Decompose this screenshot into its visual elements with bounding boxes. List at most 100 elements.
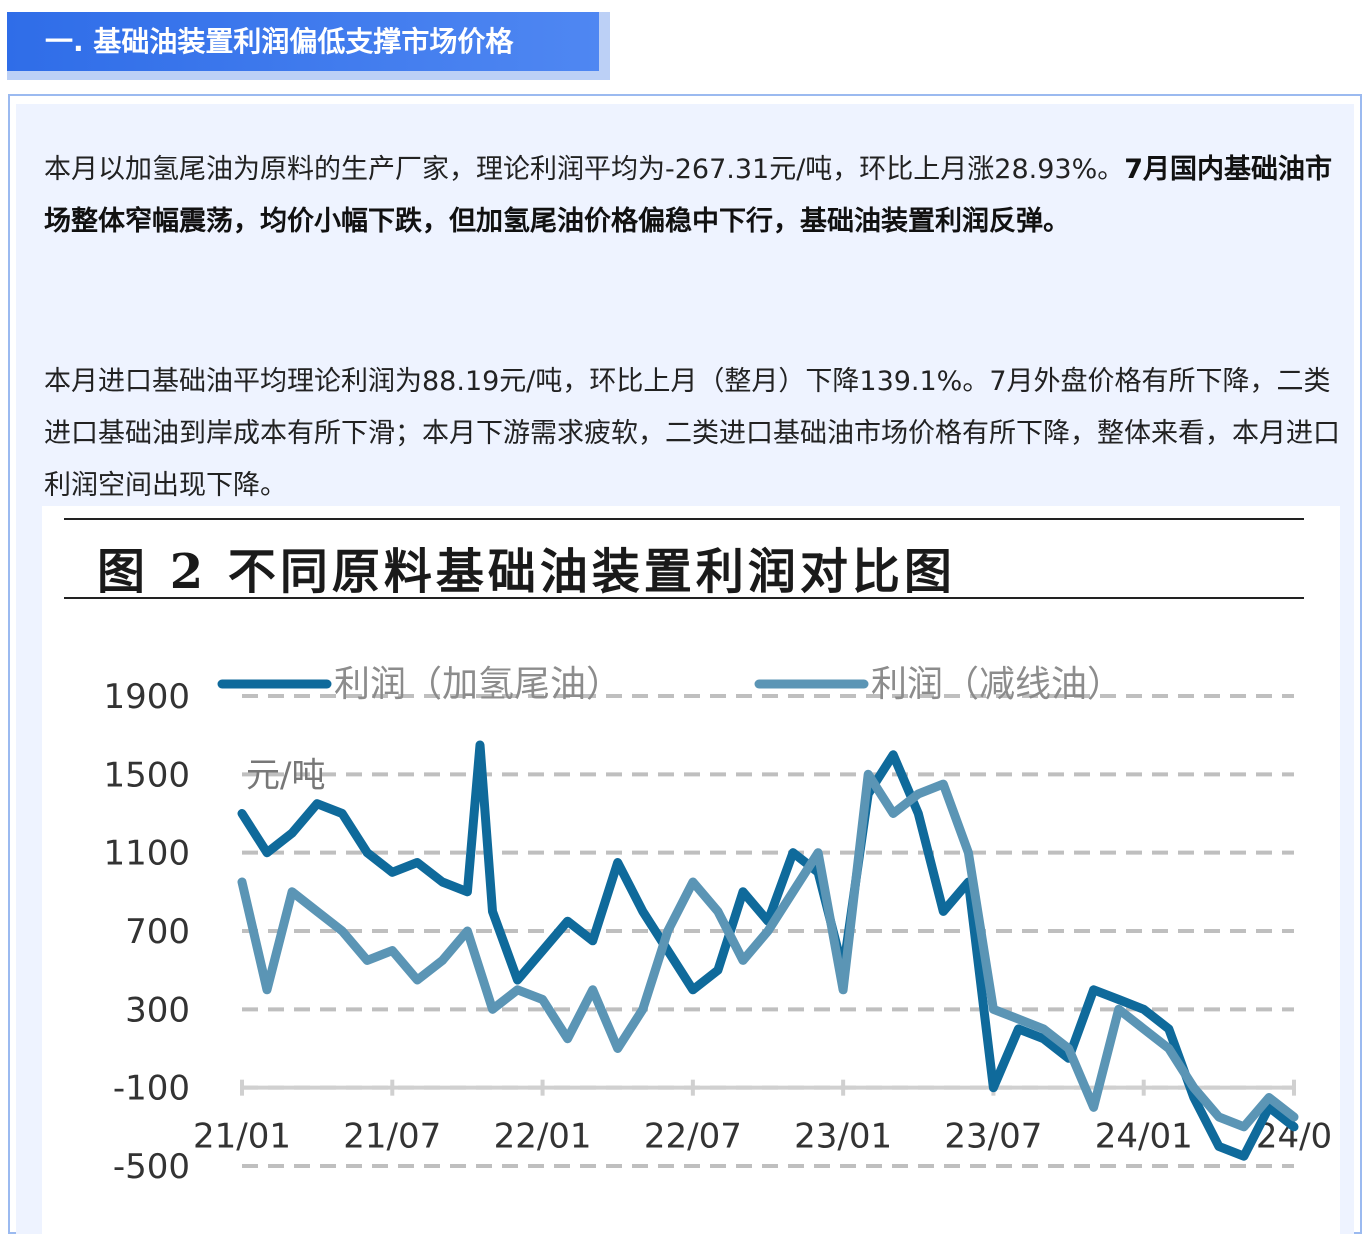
series-line xyxy=(237,740,1299,1161)
data-point xyxy=(816,850,821,855)
x-tick-label: 23/01 xyxy=(794,1117,892,1157)
article-card-body: 本月以加氢尾油为原料的生产厂家，理论利润平均为-267.31元/吨，环比上月涨2… xyxy=(16,104,1354,1246)
data-point xyxy=(665,948,670,953)
data-point xyxy=(665,929,670,933)
y-tick-label: 300 xyxy=(125,990,190,1030)
data-point xyxy=(265,850,270,855)
data-point xyxy=(290,831,295,836)
data-point xyxy=(465,929,470,933)
data-point xyxy=(565,1036,570,1041)
data-point xyxy=(791,850,796,855)
data-point xyxy=(315,801,320,806)
y-tick-label: -500 xyxy=(113,1147,190,1187)
data-point xyxy=(916,791,921,796)
data-point xyxy=(1016,1026,1021,1031)
data-point xyxy=(477,742,482,747)
paragraph-hydro-profit-highlight: 7月国内基础油市场整体窄幅震荡，均价小幅下跌，但加氢尾油价格偏稳中下行，基础油装… xyxy=(44,154,1333,237)
data-point xyxy=(1066,1046,1071,1051)
data-point xyxy=(866,772,871,777)
legend-label: 利润（加氢尾油） xyxy=(334,664,622,705)
data-point xyxy=(1041,1036,1046,1041)
data-point xyxy=(1216,1115,1221,1120)
y-tick-label: 700 xyxy=(125,912,190,952)
data-point xyxy=(941,782,946,787)
data-point xyxy=(640,909,645,914)
data-point xyxy=(415,977,420,982)
data-point xyxy=(290,889,295,894)
data-point xyxy=(515,977,520,982)
data-point xyxy=(991,1085,996,1090)
figure-bottom-rule xyxy=(64,597,1304,599)
series-line xyxy=(237,769,1299,1132)
data-point xyxy=(1116,1007,1121,1012)
data-point xyxy=(440,958,445,963)
data-point xyxy=(740,889,745,894)
data-point xyxy=(740,958,745,963)
paragraph-import-profit: 本月进口基础油平均理论利润为88.19元/吨，环比上月（整月）下降139.1%。… xyxy=(44,366,1340,501)
data-point xyxy=(615,860,620,865)
data-point xyxy=(1091,987,1096,992)
data-point xyxy=(265,987,270,992)
figure-top-rule xyxy=(64,518,1304,520)
data-point xyxy=(315,909,320,914)
data-point xyxy=(490,1007,495,1012)
figure-title: 图 2 不同原料基础油装置利润对比图 xyxy=(97,544,956,600)
x-tick-label: 22/01 xyxy=(494,1117,592,1157)
data-point xyxy=(440,880,445,885)
data-point xyxy=(540,948,545,953)
data-point xyxy=(1292,1115,1296,1120)
data-point xyxy=(1016,1017,1021,1022)
data-point xyxy=(240,811,244,816)
data-point xyxy=(1041,1026,1046,1031)
data-point xyxy=(365,850,370,855)
data-point xyxy=(891,752,896,757)
data-point xyxy=(390,948,395,953)
section-banner: 一. 基础油装置利润偏低支撑市场价格 xyxy=(7,12,599,71)
data-point xyxy=(390,870,395,875)
data-point xyxy=(1141,1026,1146,1031)
data-point xyxy=(590,987,595,992)
data-point xyxy=(540,997,545,1002)
data-point xyxy=(565,919,570,924)
paragraph-hydro-profit-text: 本月以加氢尾油为原料的生产厂家，理论利润平均为-267.31元/吨，环比上月涨2… xyxy=(44,154,1125,185)
article-card: 本月以加氢尾油为原料的生产厂家，理论利润平均为-267.31元/吨，环比上月涨2… xyxy=(8,94,1362,1246)
data-point xyxy=(1241,1154,1246,1159)
data-point xyxy=(1216,1144,1221,1149)
data-point xyxy=(715,968,720,973)
data-point xyxy=(766,929,770,933)
y-tick-label: 1100 xyxy=(103,834,190,874)
data-point xyxy=(715,909,720,914)
data-point xyxy=(590,938,595,943)
data-point xyxy=(1241,1124,1246,1129)
y-tick-label: 1900 xyxy=(103,677,190,717)
data-point xyxy=(690,880,695,885)
data-point xyxy=(490,909,495,914)
x-tick-label: 24/01 xyxy=(1095,1117,1193,1157)
y-axis-unit-label: 元/吨 xyxy=(246,755,325,795)
data-point xyxy=(791,889,796,894)
data-point xyxy=(841,987,846,992)
data-point xyxy=(340,929,345,933)
y-tick-label: -100 xyxy=(113,1069,190,1109)
data-point xyxy=(640,1007,645,1012)
data-point xyxy=(240,880,244,885)
data-point xyxy=(1116,997,1121,1002)
x-tick-label: 23/07 xyxy=(944,1117,1042,1157)
data-point xyxy=(1091,1105,1096,1110)
data-point xyxy=(1266,1095,1271,1100)
data-point xyxy=(1266,1105,1271,1110)
data-point xyxy=(365,958,370,963)
data-point xyxy=(1292,1124,1296,1129)
data-point xyxy=(340,811,345,816)
y-tick-label: 1500 xyxy=(103,755,190,795)
data-point xyxy=(615,1046,620,1051)
data-point xyxy=(515,987,520,992)
data-point xyxy=(891,811,896,816)
data-point xyxy=(1166,1026,1171,1031)
data-point xyxy=(1191,1095,1196,1100)
data-point xyxy=(916,811,921,816)
x-tick-label: 21/01 xyxy=(193,1117,291,1157)
data-point xyxy=(966,850,971,855)
data-point xyxy=(1141,1007,1146,1012)
